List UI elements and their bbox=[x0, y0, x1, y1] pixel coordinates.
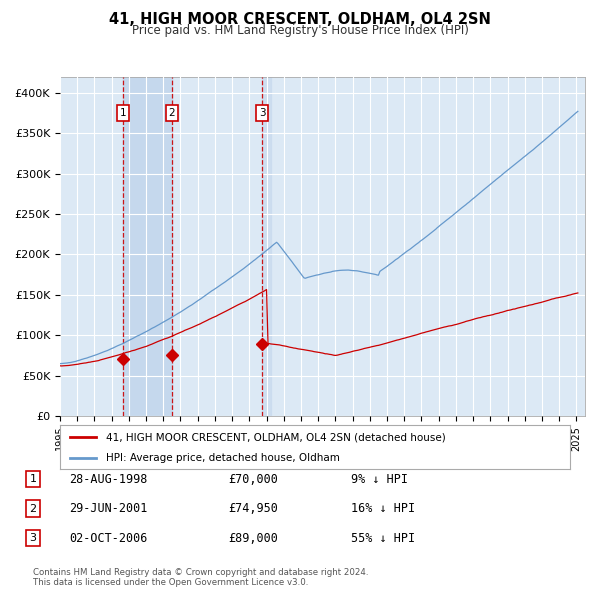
Text: 1: 1 bbox=[119, 108, 126, 118]
Text: 16% ↓ HPI: 16% ↓ HPI bbox=[351, 502, 415, 515]
Text: 2: 2 bbox=[169, 108, 175, 118]
Text: 28-AUG-1998: 28-AUG-1998 bbox=[69, 473, 148, 486]
Text: 9% ↓ HPI: 9% ↓ HPI bbox=[351, 473, 408, 486]
Text: 2: 2 bbox=[29, 504, 37, 513]
Text: 3: 3 bbox=[259, 108, 266, 118]
Text: 29-JUN-2001: 29-JUN-2001 bbox=[69, 502, 148, 515]
Text: Contains HM Land Registry data © Crown copyright and database right 2024.
This d: Contains HM Land Registry data © Crown c… bbox=[33, 568, 368, 587]
Text: 3: 3 bbox=[29, 533, 37, 543]
Text: 41, HIGH MOOR CRESCENT, OLDHAM, OL4 2SN: 41, HIGH MOOR CRESCENT, OLDHAM, OL4 2SN bbox=[109, 12, 491, 27]
Bar bbox=[262, 77, 271, 416]
Text: £89,000: £89,000 bbox=[228, 532, 278, 545]
Text: 41, HIGH MOOR CRESCENT, OLDHAM, OL4 2SN (detached house): 41, HIGH MOOR CRESCENT, OLDHAM, OL4 2SN … bbox=[106, 432, 446, 442]
Text: 55% ↓ HPI: 55% ↓ HPI bbox=[351, 532, 415, 545]
Text: 02-OCT-2006: 02-OCT-2006 bbox=[69, 532, 148, 545]
Text: £70,000: £70,000 bbox=[228, 473, 278, 486]
Text: 1: 1 bbox=[29, 474, 37, 484]
Bar bbox=[123, 77, 172, 416]
Text: £74,950: £74,950 bbox=[228, 502, 278, 515]
Text: Price paid vs. HM Land Registry's House Price Index (HPI): Price paid vs. HM Land Registry's House … bbox=[131, 24, 469, 37]
Text: HPI: Average price, detached house, Oldham: HPI: Average price, detached house, Oldh… bbox=[106, 453, 340, 463]
